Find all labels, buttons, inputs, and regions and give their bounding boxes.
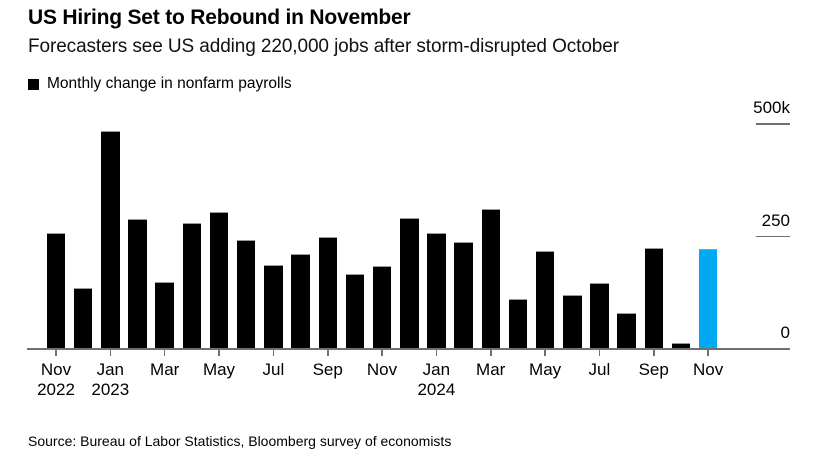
chart-title: US Hiring Set to Rebound in November: [28, 6, 411, 29]
x-axis-label: Nov: [692, 360, 724, 379]
x-axis-tick: [218, 350, 220, 356]
x-axis-tick: [490, 350, 492, 356]
payrolls-bar: [209, 212, 229, 348]
payrolls-bar: [345, 274, 365, 348]
x-axis-tick: [598, 350, 601, 356]
payrolls-bar: [671, 343, 691, 348]
x-axis-label: Nov: [366, 360, 398, 379]
x-axis-tick: [55, 350, 57, 356]
payrolls-bar: [182, 223, 202, 348]
x-axis-tick: [272, 350, 275, 356]
x-axis-label: Sep: [312, 360, 343, 379]
x-axis-label: Nov 2022: [37, 360, 75, 399]
x-axis-tick: [435, 350, 438, 356]
payrolls-bar: [291, 254, 310, 348]
x-axis-tick: [109, 350, 112, 356]
payrolls-bar: [155, 282, 174, 348]
x-axis-label: Jul: [588, 360, 611, 379]
payrolls-bar: [508, 299, 528, 348]
payrolls-bar: [644, 248, 663, 348]
source-note: Source: Bureau of Labor Statistics, Bloo…: [28, 433, 452, 449]
x-axis-label: Jan 2024: [417, 360, 456, 399]
x-axis-tick: [544, 350, 546, 356]
x-axis-label: Mar: [150, 360, 180, 379]
x-axis-label: Jan 2023: [91, 360, 130, 399]
y-axis-label: 500k: [753, 98, 790, 118]
payrolls-bar: [454, 242, 473, 348]
payrolls-bar: [73, 288, 93, 348]
x-axis-tick: [327, 350, 329, 356]
x-axis-label: Mar: [476, 360, 506, 379]
payrolls-bar: [264, 265, 283, 348]
x-axis-line: [27, 348, 790, 350]
payrolls-bar: [617, 313, 636, 348]
x-axis-tick: [653, 350, 655, 356]
y-axis-label: 0: [780, 323, 790, 342]
legend-swatch-icon: [28, 78, 39, 90]
payrolls-bar: [535, 251, 555, 348]
payrolls-bar: [590, 283, 609, 348]
payrolls-bar: [563, 295, 582, 348]
x-axis-tick: [707, 350, 709, 356]
chart-subtitle: Forecasters see US adding 220,000 jobs a…: [28, 36, 619, 57]
payrolls-bar: [400, 218, 419, 348]
x-axis-label: May: [529, 360, 562, 379]
x-axis-tick: [381, 350, 383, 356]
payrolls-bar: [101, 131, 120, 348]
payrolls-bar: [46, 233, 66, 348]
x-axis-label: May: [202, 360, 236, 379]
payrolls-bar: [128, 219, 147, 348]
payrolls-bar: [427, 233, 446, 348]
payrolls-bar: [318, 237, 337, 348]
legend: Monthly change in nonfarm payrolls: [28, 75, 292, 93]
x-axis-tick: [163, 350, 166, 356]
y-axis-tick: [756, 235, 790, 238]
payrolls-bar: [372, 266, 392, 348]
x-axis-label: Sep: [638, 360, 669, 379]
y-axis-label: 250: [761, 210, 790, 230]
payrolls-bar: [236, 240, 256, 348]
forecast-bar: [698, 249, 718, 348]
legend-label: Monthly change in nonfarm payrolls: [47, 75, 292, 92]
x-axis-label: Jul: [262, 360, 285, 379]
y-axis-tick: [756, 123, 790, 125]
payrolls-bar: [481, 209, 500, 348]
